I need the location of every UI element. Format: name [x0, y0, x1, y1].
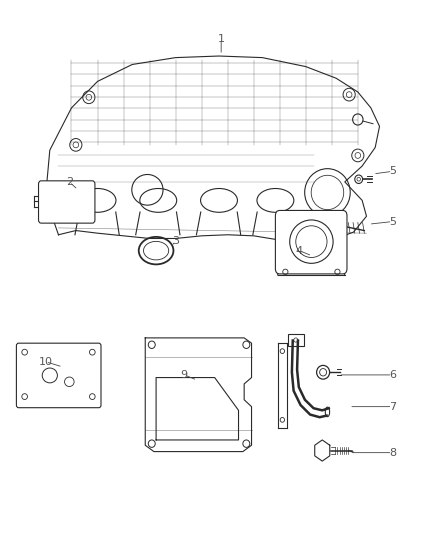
Text: 6: 6: [389, 370, 396, 380]
Text: 5: 5: [389, 166, 396, 176]
FancyBboxPatch shape: [288, 334, 304, 346]
FancyBboxPatch shape: [16, 343, 101, 408]
Text: 3: 3: [172, 236, 179, 246]
Text: 8: 8: [389, 448, 396, 458]
FancyBboxPatch shape: [39, 181, 95, 223]
Text: 9: 9: [181, 370, 188, 380]
FancyBboxPatch shape: [276, 211, 347, 274]
Text: 7: 7: [389, 402, 396, 411]
Text: 5: 5: [389, 216, 396, 227]
Text: 4: 4: [296, 246, 303, 256]
Text: 2: 2: [66, 177, 73, 187]
Text: 10: 10: [39, 357, 53, 367]
Text: 1: 1: [218, 34, 225, 44]
